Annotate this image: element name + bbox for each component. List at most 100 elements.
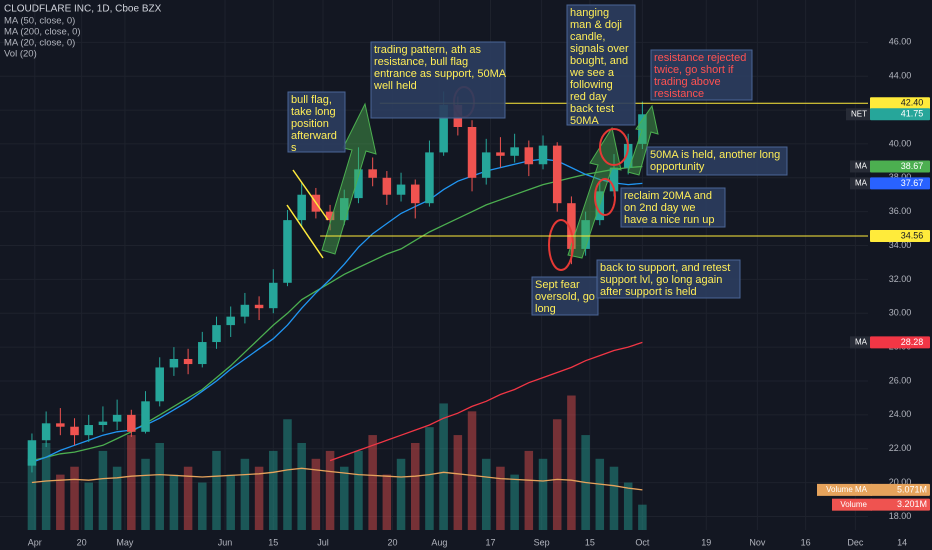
candle-body	[325, 211, 335, 221]
annotation-text: resistance rejected	[654, 52, 746, 64]
y-tick-label: 34.00	[889, 240, 912, 250]
volume-bar	[623, 482, 633, 530]
y-tick-label: 20.00	[889, 477, 912, 487]
candle-body	[481, 152, 491, 178]
badge-value: 37.67	[901, 178, 924, 188]
candle-body	[425, 152, 434, 204]
x-tick-label: Jun	[218, 537, 233, 547]
x-tick-label: May	[116, 537, 134, 547]
candle-body	[410, 184, 420, 204]
annotation-text: have a nice run up	[624, 214, 715, 226]
volume-bar	[56, 474, 65, 530]
ma-line	[329, 341, 643, 462]
badge-value: 28.28	[901, 337, 924, 347]
annotation-box	[566, 4, 636, 126]
volume-ma-line	[31, 467, 643, 491]
circle-mark	[548, 219, 574, 271]
x-tick-label: Nov	[749, 537, 766, 547]
y-tick-label: 22.00	[889, 443, 912, 453]
y-tick-label: 24.00	[889, 409, 912, 419]
badge-value: 41.75	[901, 109, 924, 119]
annotation-text: afterward	[291, 130, 337, 142]
price-badge	[870, 160, 930, 173]
volume-bar	[198, 482, 207, 530]
candle-body	[382, 177, 392, 195]
arrow	[627, 104, 659, 176]
volume-bar	[354, 450, 363, 530]
candle-body	[340, 198, 349, 221]
volume-bar	[269, 450, 278, 530]
volume-bar	[226, 474, 235, 530]
y-tick-label: 40.00	[889, 138, 912, 148]
volume-bar	[467, 411, 477, 530]
candle-body	[623, 143, 633, 168]
y-tick-label: 46.00	[889, 37, 912, 47]
arrow	[321, 102, 377, 255]
volume-bar	[325, 450, 335, 530]
volume-bar	[141, 458, 150, 530]
circle-mark	[599, 128, 629, 166]
annotation-text: opportunity	[650, 161, 705, 173]
x-tick-label: Oct	[635, 537, 650, 547]
volume-bar	[410, 442, 420, 530]
volume-bar	[169, 474, 179, 530]
x-tick-label: 14	[897, 537, 907, 547]
volume-bar	[254, 466, 264, 530]
legend-entry: MA (50, close, 0)	[4, 16, 75, 27]
x-tick-label: Aug	[431, 537, 447, 547]
volume-bar	[524, 450, 534, 530]
flag-line	[286, 204, 324, 259]
annotation-text: trading above	[654, 76, 721, 88]
price-badge	[870, 336, 930, 349]
badge-tag: NET	[851, 109, 867, 118]
candle-body	[269, 282, 278, 309]
volume-bar	[212, 450, 221, 530]
annotation-text: back test	[570, 103, 614, 115]
candle-body	[297, 194, 306, 221]
volume-bar	[396, 458, 406, 530]
badge-tag-bg	[817, 483, 872, 496]
annotation-box	[287, 91, 346, 153]
candle-body	[283, 220, 292, 283]
candle-body	[226, 316, 235, 326]
level-badge	[870, 97, 930, 110]
level-label: 34.56	[901, 230, 924, 240]
volume-bar	[127, 435, 136, 530]
annotation-text: 50MA	[570, 115, 599, 127]
annotation-text: entrance as support, 50MA	[374, 68, 507, 80]
annotation-text: Sept fear	[535, 279, 580, 291]
candle-body	[467, 126, 477, 178]
y-tick-label: 36.00	[889, 206, 912, 216]
annotation-box	[646, 146, 788, 176]
badge-value: 3.201M	[897, 499, 927, 509]
candle-body	[439, 104, 448, 153]
annotation-text: hanging	[570, 7, 609, 19]
candle-body	[84, 425, 93, 436]
x-tick-label: Sep	[534, 537, 550, 547]
y-tick-label: 18.00	[889, 511, 912, 521]
candle-body	[70, 426, 79, 436]
volume-bar	[340, 466, 349, 530]
annotation-text: twice, go short if	[654, 64, 734, 76]
volume-bar	[240, 458, 250, 530]
badge-tag: Volume	[840, 500, 867, 509]
volume-bar	[297, 442, 306, 530]
badge-tag-bg	[850, 336, 870, 349]
annotation-box	[531, 276, 599, 316]
price-badge	[870, 483, 930, 496]
volume-bar	[112, 466, 122, 530]
volume-bar	[496, 466, 505, 530]
annotation-text: long	[535, 303, 556, 315]
volume-bar	[311, 458, 321, 530]
flag-line	[292, 169, 329, 221]
badge-value: 38.67	[901, 161, 924, 171]
annotation-text: take long	[291, 106, 336, 118]
candle-body	[538, 145, 548, 165]
x-tick-label: Jul	[317, 537, 329, 547]
badge-tag-bg	[850, 177, 870, 190]
candle-body	[638, 114, 647, 144]
annotation-text: well held	[373, 80, 417, 92]
legend-entry: Vol (20)	[4, 49, 37, 60]
